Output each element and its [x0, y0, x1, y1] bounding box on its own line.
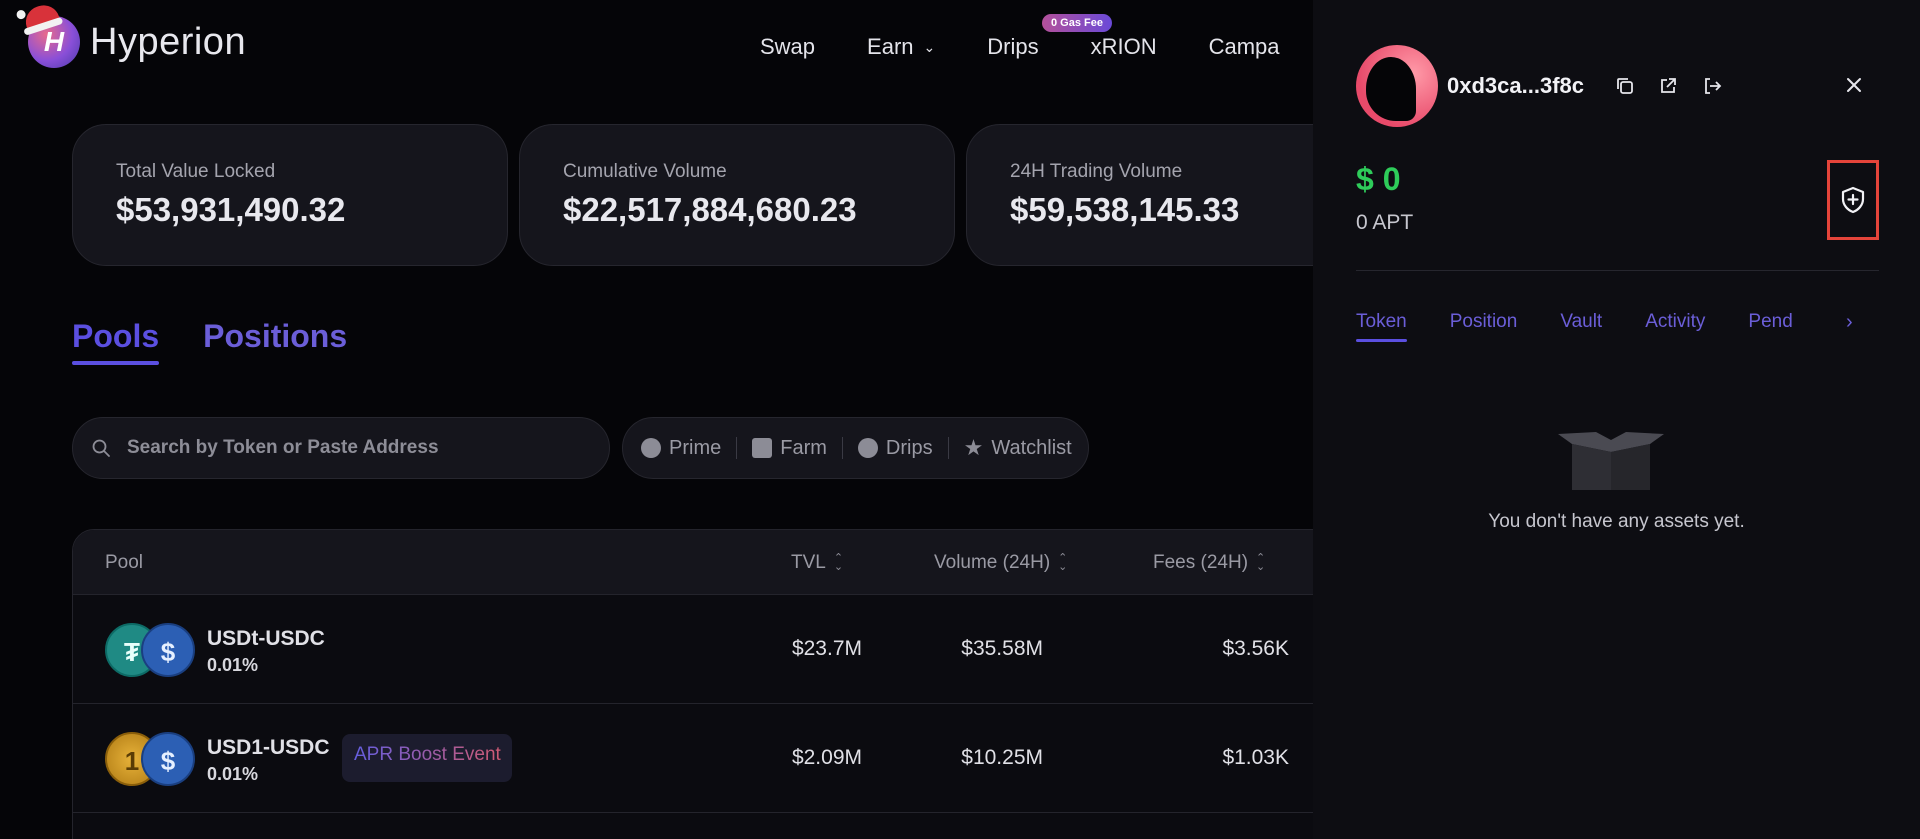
pair-icons: ₮ $ [105, 623, 197, 679]
hyperion-logo-icon: H [21, 1, 80, 68]
tab-pools[interactable]: Pools [72, 318, 160, 365]
boost-badge-bg [342, 734, 512, 782]
filter-watchlist[interactable]: ★ Watchlist [964, 437, 1072, 460]
santa-hat-icon [21, 1, 61, 31]
top-nav: Swap Earn ⌄ Drips xRION Campa 0 Gas Fee [760, 14, 1313, 60]
brand-name: Hyperion [90, 20, 247, 63]
stat-label: 24H Trading Volume [1010, 161, 1183, 182]
filter-label: Farm [780, 436, 827, 459]
wallet-tab-pending[interactable]: Pend [1748, 311, 1793, 332]
balance-apt: 0 APT [1356, 211, 1414, 234]
header-fees-label: Fees (24H) [1153, 552, 1249, 573]
pair-name: USD1-USDC [207, 736, 330, 759]
stat-value: $59,538,145.33 [1010, 191, 1240, 228]
pair-fee-tier: 0.01% [207, 764, 259, 784]
nav-campaign[interactable]: Campa [1208, 34, 1280, 59]
pair-icons: 1 $ [105, 732, 197, 788]
filter-label: Prime [669, 436, 722, 459]
external-link-icon[interactable] [1657, 75, 1679, 97]
avatar-silhouette [1366, 57, 1416, 121]
header-volume[interactable]: Volume (24H) ⌃ ⌄ [934, 552, 1067, 574]
header-fees[interactable]: Fees (24H) ⌃ ⌄ [1153, 552, 1265, 574]
stat-value: $22,517,884,680.23 [563, 191, 857, 228]
filter-drips[interactable]: Drips [857, 436, 933, 460]
table-header: Pool TVL ⌃ ⌄ Volume (24H) ⌃ ⌄ Fees (24H) ⌃… [73, 530, 1313, 595]
chevron-right-icon[interactable]: › [1846, 311, 1853, 333]
cell-tvl: $23.7M [791, 637, 862, 660]
pool-tabs: Pools Positions [72, 318, 391, 365]
stat-label: Total Value Locked [116, 161, 276, 182]
filter-farm[interactable]: Farm [752, 437, 827, 460]
cell-volume: $35.58M [961, 637, 1043, 660]
search-input[interactable] [127, 437, 567, 459]
filter-prime[interactable]: Prime [641, 437, 721, 460]
divider [736, 437, 738, 459]
empty-box-icon [1558, 432, 1664, 490]
shield-plus-icon [1841, 186, 1865, 214]
main-area: H Hyperion Swap Earn ⌄ Drips xRION Campa… [0, 0, 1313, 839]
nav-swap[interactable]: Swap [760, 34, 816, 59]
star-icon: ★ [963, 435, 984, 460]
header-volume-label: Volume (24H) [934, 552, 1051, 573]
nav-earn[interactable]: Earn ⌄ [867, 34, 935, 60]
panel-divider [1356, 270, 1879, 271]
sort-icon: ⌃ ⌄ [1058, 552, 1068, 573]
balance-usd: $ 0 [1356, 161, 1401, 197]
filter-bar: Prime Farm Drips ★ Watchlist [622, 417, 1089, 479]
sort-icon: ⌃ ⌄ [1256, 552, 1266, 573]
empty-state-message: You don't have any assets yet. [1488, 511, 1745, 532]
wallet-tab-token[interactable]: Token [1356, 311, 1407, 342]
stats-row: Total Value Locked $53,931,490.32 Cumula… [72, 124, 1313, 266]
wallet-tab-activity[interactable]: Activity [1645, 311, 1706, 332]
tab-positions[interactable]: Positions [203, 318, 348, 354]
divider [841, 437, 843, 459]
sort-icon: ⌃ ⌄ [833, 552, 844, 573]
add-token-button[interactable] [1827, 160, 1879, 240]
cell-volume: $10.25M [961, 746, 1043, 769]
wallet-tabs: Token Position Vault Activity Pend [1356, 311, 1836, 342]
nav-xrion[interactable]: xRION [1090, 34, 1157, 59]
brand-logo[interactable]: H Hyperion [21, 1, 247, 68]
prime-icon [641, 438, 661, 458]
cell-tvl: $2.09M [791, 746, 862, 769]
stat-card-24h-volume: 24H Trading Volume $59,538,145.33 [966, 124, 1313, 266]
header-pool: Pool [105, 552, 144, 573]
stat-label: Cumulative Volume [563, 161, 727, 182]
wallet-tab-position[interactable]: Position [1449, 311, 1518, 332]
filter-label: Drips [885, 436, 933, 459]
apr-boost-badge[interactable]: APR Boost Event [342, 734, 513, 776]
cell-fees: $1.03K [1222, 746, 1289, 769]
table-row[interactable]: 1 $ USD1-USDC 0.01% APR Boost Event $2.0… [73, 704, 1313, 813]
header-tvl[interactable]: TVL ⌃ ⌄ [791, 552, 843, 574]
usdc-coin-icon: $ [141, 623, 195, 677]
table-row[interactable]: ₮ $ USDt-USDC 0.01% $23.7M $35.58M $3.56… [73, 595, 1313, 704]
close-icon[interactable] [1841, 72, 1867, 98]
stat-card-cumulative-volume: Cumulative Volume $22,517,884,680.23 [519, 124, 955, 266]
nav-drips[interactable]: Drips [987, 34, 1039, 59]
drips-icon [857, 438, 878, 458]
logout-icon[interactable] [1701, 75, 1723, 97]
filter-label: Watchlist [991, 436, 1072, 459]
divider [947, 437, 949, 459]
nav-earn-label: Earn [867, 34, 914, 59]
stat-value: $53,931,490.32 [116, 191, 346, 228]
stat-card-tvl: Total Value Locked $53,931,490.32 [72, 124, 508, 266]
usdc-coin-icon: $ [141, 732, 195, 786]
pools-table: Pool TVL ⌃ ⌄ Volume (24H) ⌃ ⌄ Fees (24H) ⌃… [72, 529, 1313, 839]
farm-icon [752, 438, 773, 458]
header-tvl-label: TVL [791, 552, 826, 573]
search-box [72, 417, 610, 479]
pair-name: USDt-USDC [207, 627, 325, 650]
wallet-panel: 0xd3ca...3f8c $ 0 0 APT Token Position V… [1313, 0, 1920, 839]
copy-icon[interactable] [1614, 75, 1636, 97]
pair-fee-tier: 0.01% [207, 655, 259, 675]
gas-fee-badge: 0 Gas Fee [1042, 14, 1112, 32]
avatar [1356, 45, 1438, 127]
wallet-tab-vault[interactable]: Vault [1560, 311, 1603, 332]
chevron-down-icon: ⌄ [923, 38, 936, 55]
wallet-address: 0xd3ca...3f8c [1447, 73, 1584, 98]
search-icon [92, 439, 110, 457]
cell-fees: $3.56K [1222, 637, 1289, 660]
